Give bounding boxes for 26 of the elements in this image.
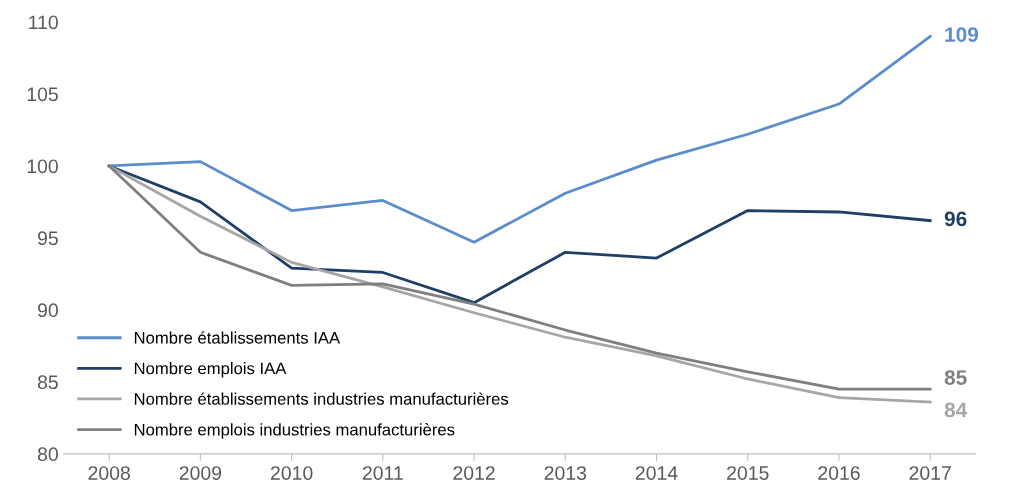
legend-label: Nombre emplois IAA xyxy=(134,362,287,378)
x-tick-label: 2008 xyxy=(88,466,130,480)
legend-label: Nombre établissements industries manufacturières xyxy=(134,392,509,405)
legend-label: Nombre établissements IAA xyxy=(134,331,341,344)
x-tick-label: 2011 xyxy=(362,466,403,480)
data-label: 84 xyxy=(944,402,968,418)
data-label: 109 xyxy=(945,27,979,42)
line-series xyxy=(107,34,932,244)
y-tick-label: 100 xyxy=(27,159,58,174)
x-tick-label: 2010 xyxy=(270,466,313,480)
x-tick-label: 2013 xyxy=(544,466,587,480)
x-tick-label: 2012 xyxy=(453,466,495,480)
x-tick-label: 2014 xyxy=(635,466,678,480)
x-tick-label: 2017 xyxy=(909,466,951,480)
data-label: 96 xyxy=(944,211,967,227)
legend-label: Nombre emplois industries manufacturières xyxy=(134,423,455,439)
y-tick-label: 90 xyxy=(37,303,58,318)
x-tick-label: 2015 xyxy=(727,466,769,480)
y-tick-label: 80 xyxy=(37,447,58,462)
x-tick-label: 2016 xyxy=(818,466,860,480)
data-label: 85 xyxy=(944,370,967,385)
y-tick-label: 85 xyxy=(37,375,58,390)
x-tick-label: 2009 xyxy=(179,466,222,480)
y-tick-label: 105 xyxy=(27,87,58,102)
y-tick-label: 110 xyxy=(29,15,58,30)
y-tick-label: 95 xyxy=(37,231,58,246)
